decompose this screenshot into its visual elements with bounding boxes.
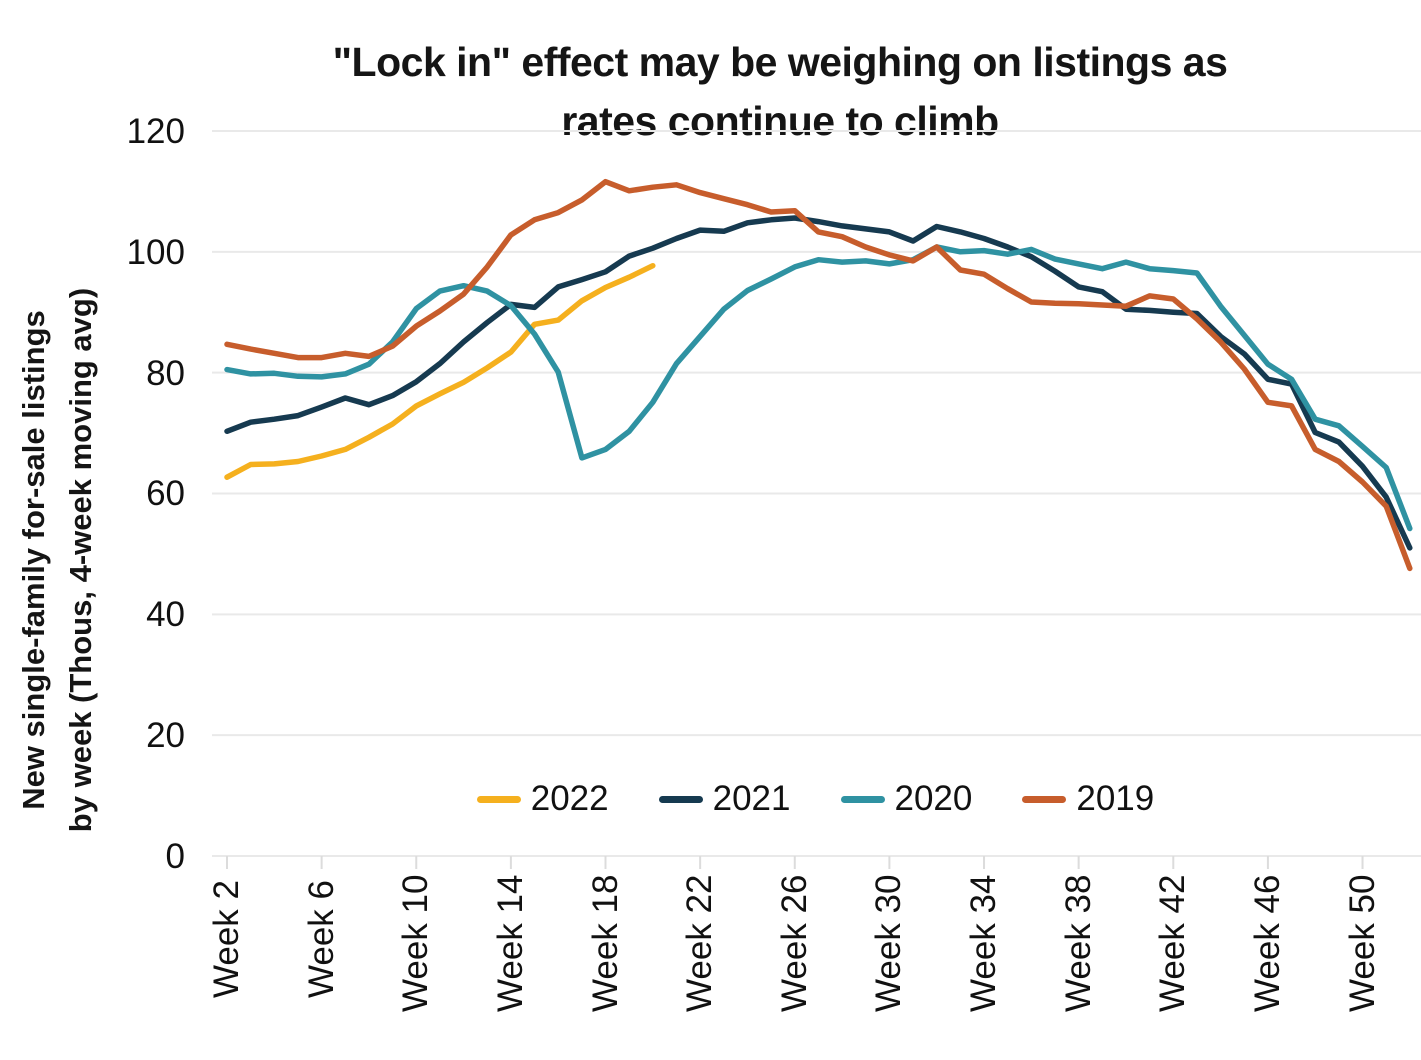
x-tick-label-week-50: Week 50: [1342, 874, 1382, 1013]
legend-swatch-2021-icon: [658, 795, 703, 803]
chart-title-line-2: rates continue to climb: [561, 98, 999, 145]
y-tick-label-120: 120: [126, 111, 185, 151]
legend-label-2020: 2020: [894, 779, 973, 818]
legend-item-2019: 2019: [1022, 779, 1154, 819]
y-tick-label-80: 80: [146, 353, 185, 393]
legend-item-2022: 2022: [476, 779, 609, 819]
x-tick-label-week-30: Week 30: [869, 874, 909, 1013]
x-tick-label-week-14: Week 14: [490, 874, 530, 1013]
y-tick-label-0: 0: [165, 837, 185, 876]
x-tick-label-week-22: Week 22: [680, 874, 720, 1013]
x-tick-label-week-10: Week 10: [396, 874, 436, 1013]
legend-swatch-2020-icon: [840, 795, 885, 803]
legend-label-2019: 2019: [1076, 779, 1155, 818]
legend-label-2021: 2021: [712, 779, 791, 818]
plot-area: [212, 129, 1421, 869]
chart-title: "Lock in" effect may be weighing on list…: [170, 33, 1390, 151]
y-tick-label-60: 60: [146, 474, 185, 514]
legend-swatch-2019-icon: [1022, 795, 1067, 803]
chart-title-line-1: "Lock in" effect may be weighing on list…: [332, 39, 1228, 86]
x-tick-label-week-2: Week 2: [207, 880, 246, 999]
legend-item-2021: 2021: [658, 779, 791, 819]
x-tick-label-week-18: Week 18: [585, 874, 625, 1013]
y-tick-label-20: 20: [146, 716, 185, 756]
x-tick-label-week-42: Week 42: [1153, 874, 1193, 1013]
legend: 2022 2021 2020 2019: [210, 774, 1421, 824]
y-tick-label-40: 40: [146, 595, 185, 635]
line-series-2022: [224, 262, 656, 480]
x-tick-label-week-6: Week 6: [301, 880, 341, 999]
line-series-2021: [224, 215, 1413, 551]
x-tick-label-week-38: Week 38: [1058, 874, 1098, 1013]
legend-label-2022: 2022: [530, 779, 609, 818]
legend-item-2020: 2020: [840, 779, 973, 819]
legend-swatch-2022-icon: [476, 795, 521, 803]
x-tick-label-week-34: Week 34: [964, 874, 1004, 1013]
x-tick-label-week-26: Week 26: [774, 874, 814, 1013]
line-series-2020: [224, 244, 1413, 532]
y-tick-label-100: 100: [126, 232, 185, 272]
line-series-2019: [224, 178, 1413, 572]
x-tick-label-week-46: Week 46: [1247, 874, 1287, 1013]
